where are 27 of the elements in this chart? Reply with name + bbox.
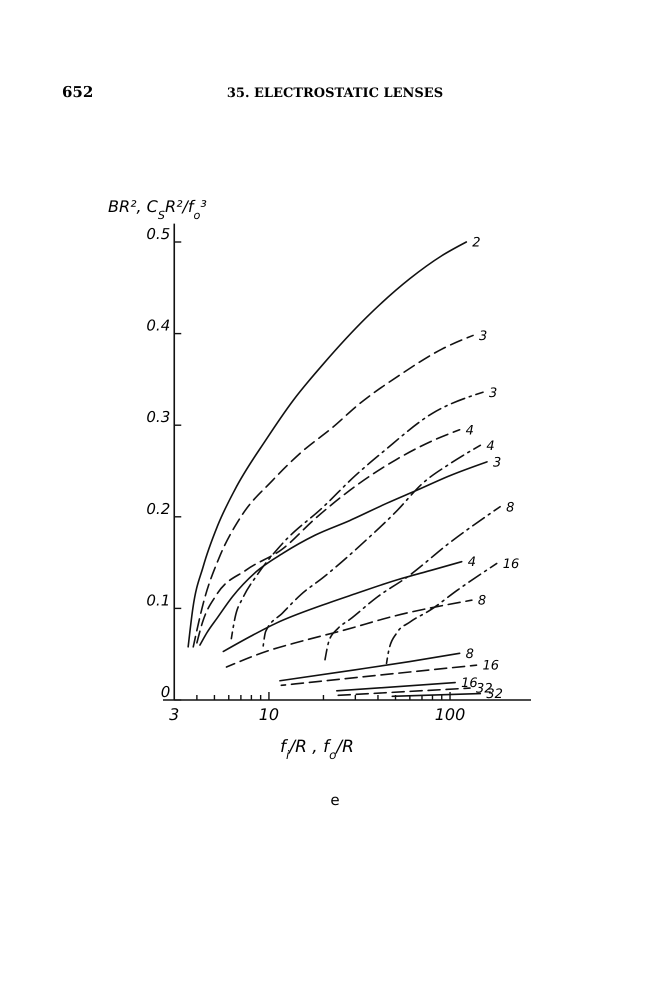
- text: e: [330, 791, 340, 809]
- x-tick-label: 10: [258, 705, 280, 724]
- series-label: 4: [468, 555, 476, 570]
- x-axis-title: f$_{i}$/R , f$_{o}$/R: [280, 737, 354, 762]
- x-tick-label: 3: [169, 705, 180, 724]
- x-tick-label: 100: [434, 705, 466, 724]
- series-label: 8: [478, 594, 486, 609]
- series-label: 3: [488, 386, 498, 401]
- series-label: 8: [466, 646, 474, 662]
- series-label: 16: [502, 557, 520, 572]
- y-tick-label: 0.3: [146, 408, 170, 426]
- series-label: 4: [466, 423, 474, 438]
- y-axis-title: BR², C$_{S}$R²/f$_{o}$³: [108, 197, 207, 222]
- series-label: 16: [461, 676, 478, 692]
- series-label: 8: [506, 500, 514, 516]
- y-tick-label: 0.2: [146, 500, 170, 518]
- text: 652: [62, 83, 94, 101]
- chart-title: 35. ELECTROSTATIC LENSES: [226, 86, 444, 101]
- y-tick-label: 0.5: [146, 225, 170, 243]
- series-label: 2: [472, 236, 481, 251]
- series-label: 3: [479, 328, 488, 344]
- series-label: 4: [486, 438, 495, 454]
- y-tick-label: 0.1: [146, 591, 170, 610]
- y-tick-label: 0: [160, 683, 170, 701]
- series-label: 16: [482, 658, 500, 674]
- y-tick-label: 0.4: [146, 316, 170, 335]
- series-label: 3: [492, 455, 502, 470]
